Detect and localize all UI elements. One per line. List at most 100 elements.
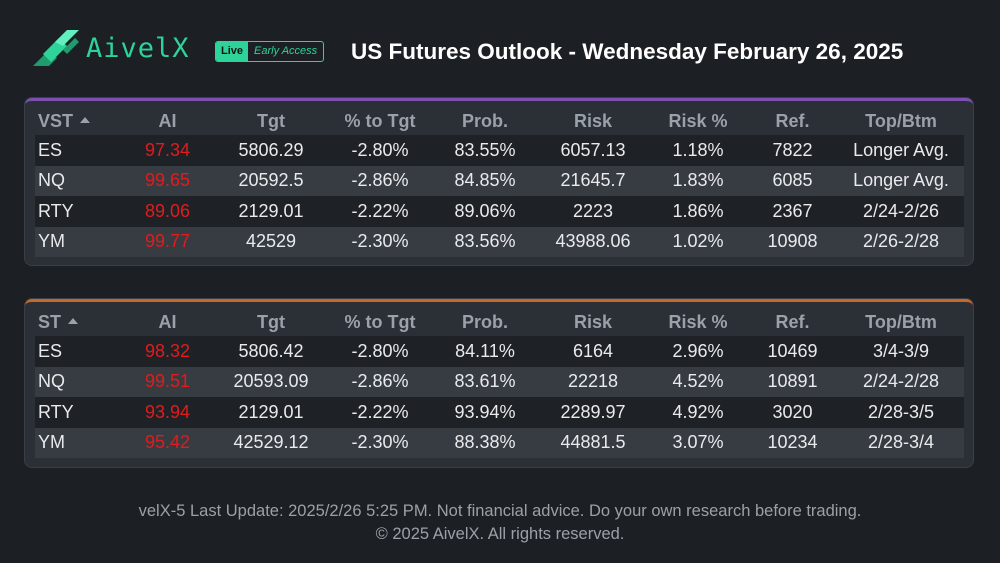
- symbol-cell: NQ: [35, 165, 120, 196]
- symbol-cell: RTY: [35, 196, 120, 227]
- live-label: Live: [216, 42, 249, 61]
- top-btm-cell: 2/28-3/4: [838, 427, 964, 458]
- probability-cell: 84.85%: [433, 165, 537, 196]
- col-header-pct-to-tgt[interactable]: % to Tgt: [344, 312, 416, 332]
- target-cell: 20593.09: [215, 366, 327, 397]
- pct-to-target-cell: -2.30%: [327, 226, 433, 257]
- sort-ascending-icon[interactable]: [80, 117, 91, 124]
- col-header-risk-pct[interactable]: Risk %: [668, 111, 728, 131]
- table-row: ES 97.34 5806.29 -2.80% 83.55% 6057.13 1…: [35, 135, 964, 166]
- ref-cell: 10891: [747, 366, 838, 397]
- risk-pct-cell: 4.52%: [649, 366, 747, 397]
- col-header-ref[interactable]: Ref.: [775, 312, 810, 332]
- target-cell: 5806.42: [215, 336, 327, 367]
- risk-pct-cell: 1.02%: [649, 226, 747, 257]
- aivelx-logo-icon: [33, 30, 79, 66]
- probability-cell: 88.38%: [433, 427, 537, 458]
- ai-score-cell: 89.06: [120, 196, 215, 227]
- table-row: NQ 99.65 20592.5 -2.86% 84.85% 21645.7 1…: [35, 165, 964, 196]
- top-btm-cell: 2/26-2/28: [838, 226, 964, 257]
- symbol-cell: YM: [35, 226, 120, 257]
- risk-cell: 6057.13: [537, 135, 649, 166]
- target-cell: 20592.5: [215, 165, 327, 196]
- risk-cell: 43988.06: [537, 226, 649, 257]
- pct-to-target-cell: -2.22%: [327, 196, 433, 227]
- top-btm-cell: 2/28-3/5: [838, 397, 964, 428]
- risk-pct-cell: 1.18%: [649, 135, 747, 166]
- probability-cell: 89.06%: [433, 196, 537, 227]
- ai-score-cell: 93.94: [120, 397, 215, 428]
- symbol-cell: NQ: [35, 366, 120, 397]
- footer-copyright: © 2025 AivelX. All rights reserved.: [375, 525, 625, 543]
- table-row: RTY 89.06 2129.01 -2.22% 89.06% 2223 1.8…: [35, 196, 964, 227]
- st-header-row: ST AI Tgt % to Tgt Prob. Risk Risk % Ref…: [35, 309, 964, 336]
- risk-pct-cell: 1.86%: [649, 196, 747, 227]
- footer-disclaimer: velX-5 Last Update: 2025/2/26 5:25 PM. N…: [138, 502, 862, 520]
- symbol-cell: ES: [35, 135, 120, 166]
- vst-panel: VST AI Tgt % to Tgt Prob. Risk Risk % Re…: [25, 98, 973, 265]
- ai-score-cell: 99.51: [120, 366, 215, 397]
- risk-cell: 22218: [537, 366, 649, 397]
- risk-pct-cell: 3.07%: [649, 427, 747, 458]
- risk-cell: 2289.97: [537, 397, 649, 428]
- col-header-ai[interactable]: AI: [158, 312, 177, 332]
- col-header-ref[interactable]: Ref.: [775, 111, 810, 131]
- col-header-prob[interactable]: Prob.: [461, 111, 508, 131]
- col-header-top-btm[interactable]: Top/Btm: [865, 312, 937, 332]
- table-row: ES 98.32 5806.42 -2.80% 84.11% 6164 2.96…: [35, 336, 964, 367]
- ref-cell: 10234: [747, 427, 838, 458]
- early-access-label: Early Access: [254, 45, 318, 57]
- sort-ascending-icon[interactable]: [68, 318, 79, 325]
- ai-score-cell: 98.32: [120, 336, 215, 367]
- col-header-tgt[interactable]: Tgt: [257, 312, 285, 332]
- pct-to-target-cell: -2.80%: [327, 135, 433, 166]
- pct-to-target-cell: -2.80%: [327, 336, 433, 367]
- table-row: RTY 93.94 2129.01 -2.22% 93.94% 2289.97 …: [35, 397, 964, 428]
- pct-to-target-cell: -2.22%: [327, 397, 433, 428]
- risk-cell: 6164: [537, 336, 649, 367]
- pct-to-target-cell: -2.86%: [327, 165, 433, 196]
- col-header-tgt[interactable]: Tgt: [257, 111, 285, 131]
- risk-pct-cell: 2.96%: [649, 336, 747, 367]
- vst-sort-header[interactable]: VST: [35, 108, 120, 135]
- vst-table: VST AI Tgt % to Tgt Prob. Risk Risk % Re…: [35, 108, 964, 257]
- target-cell: 42529.12: [215, 427, 327, 458]
- col-header-risk[interactable]: Risk: [573, 312, 613, 332]
- col-header-pct-to-tgt[interactable]: % to Tgt: [344, 111, 416, 131]
- probability-cell: 83.55%: [433, 135, 537, 166]
- probability-cell: 83.61%: [433, 366, 537, 397]
- probability-cell: 83.56%: [433, 226, 537, 257]
- pct-to-target-cell: -2.30%: [327, 427, 433, 458]
- col-header-ai[interactable]: AI: [158, 111, 177, 131]
- live-badge: Live Early Access: [215, 41, 325, 62]
- vst-header-row: VST AI Tgt % to Tgt Prob. Risk Risk % Re…: [35, 108, 964, 135]
- table-row: YM 95.42 42529.12 -2.30% 88.38% 44881.5 …: [35, 427, 964, 458]
- risk-pct-cell: 1.83%: [649, 165, 747, 196]
- target-cell: 5806.29: [215, 135, 327, 166]
- col-header-prob[interactable]: Prob.: [461, 312, 508, 332]
- ref-cell: 3020: [747, 397, 838, 428]
- top-btm-cell: Longer Avg.: [838, 135, 964, 166]
- st-table: ST AI Tgt % to Tgt Prob. Risk Risk % Ref…: [35, 309, 964, 458]
- col-header-top-btm[interactable]: Top/Btm: [865, 111, 937, 131]
- risk-cell: 2223: [537, 196, 649, 227]
- header: AivelX Live Early Access US Futures Outl…: [0, 0, 1000, 96]
- probability-cell: 84.11%: [433, 336, 537, 367]
- brand-name: AivelX: [86, 33, 190, 64]
- top-btm-cell: 2/24-2/28: [838, 366, 964, 397]
- col-header-risk[interactable]: Risk: [573, 111, 613, 131]
- risk-cell: 21645.7: [537, 165, 649, 196]
- ref-cell: 10908: [747, 226, 838, 257]
- col-header-risk-pct[interactable]: Risk %: [668, 312, 728, 332]
- st-panel: ST AI Tgt % to Tgt Prob. Risk Risk % Ref…: [25, 299, 973, 467]
- ai-score-cell: 95.42: [120, 427, 215, 458]
- symbol-cell: YM: [35, 427, 120, 458]
- st-sort-header[interactable]: ST: [35, 309, 120, 336]
- ref-cell: 6085: [747, 165, 838, 196]
- ref-cell: 10469: [747, 336, 838, 367]
- ai-score-cell: 97.34: [120, 135, 215, 166]
- risk-pct-cell: 4.92%: [649, 397, 747, 428]
- risk-cell: 44881.5: [537, 427, 649, 458]
- target-cell: 2129.01: [215, 397, 327, 428]
- ref-cell: 2367: [747, 196, 838, 227]
